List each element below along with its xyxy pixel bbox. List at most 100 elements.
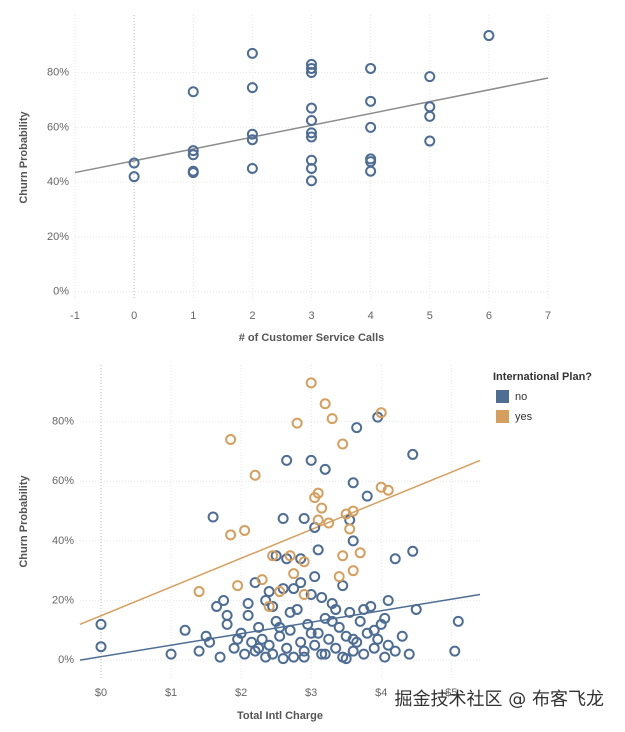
point: [256, 574, 268, 586]
point: [309, 571, 321, 583]
point: [306, 62, 317, 74]
x-tick-label: $0: [95, 687, 107, 699]
point: [424, 101, 436, 113]
x-tick-label: -1: [70, 310, 80, 322]
point: [306, 162, 317, 174]
legend-label[interactable]: no: [515, 391, 527, 403]
point: [274, 630, 286, 642]
point: [319, 648, 331, 660]
point: [337, 438, 349, 450]
point: [249, 469, 261, 481]
point: [246, 82, 258, 94]
x-tick-label: 4: [368, 310, 374, 322]
point: [347, 535, 359, 547]
point: [128, 171, 140, 183]
point: [274, 586, 286, 598]
point: [128, 157, 140, 169]
y-tick-label: 40%: [52, 535, 74, 547]
y-tick-label: 20%: [47, 231, 69, 243]
point: [284, 606, 296, 618]
point: [214, 651, 226, 663]
legend-label[interactable]: yes: [515, 411, 533, 423]
point: [204, 636, 216, 648]
point: [267, 600, 279, 612]
point: [326, 615, 338, 627]
point: [424, 71, 436, 83]
point: [365, 121, 377, 133]
point: [284, 550, 296, 562]
point: [382, 639, 394, 651]
point: [263, 639, 275, 651]
point: [239, 648, 251, 660]
point: [361, 490, 373, 502]
point: [274, 621, 286, 633]
point: [358, 648, 370, 660]
point: [379, 651, 391, 663]
point: [298, 513, 310, 525]
x-tick-label: 5: [427, 310, 433, 322]
legend-title: International Plan?: [493, 371, 592, 383]
point: [281, 642, 293, 654]
point: [295, 636, 307, 648]
x-tick-label: $3: [305, 687, 317, 699]
point: [305, 454, 317, 466]
legend-swatch: [496, 410, 509, 423]
y-tick-label: 60%: [52, 475, 74, 487]
point: [242, 597, 254, 609]
point: [232, 580, 244, 592]
point: [347, 565, 359, 577]
y-axis-title: Churn Probability: [18, 474, 30, 567]
y-tick-label: 0%: [58, 654, 74, 666]
point: [347, 633, 359, 645]
point: [263, 586, 275, 598]
point: [95, 641, 107, 653]
point: [358, 603, 370, 615]
point: [337, 550, 349, 562]
point: [165, 648, 177, 660]
x-tick-label: $5: [445, 687, 457, 699]
point: [379, 612, 391, 624]
trend-line: [79, 459, 481, 626]
point: [407, 545, 419, 557]
x-axis-title: # of Customer Service Calls: [239, 332, 385, 344]
point: [298, 556, 310, 568]
point: [246, 47, 258, 59]
point: [281, 454, 293, 466]
x-tick-label: 1: [190, 310, 196, 322]
point: [410, 603, 422, 615]
point: [351, 422, 363, 434]
point: [396, 630, 408, 642]
point: [187, 86, 199, 98]
point: [193, 586, 205, 598]
point: [309, 639, 321, 651]
y-tick-label: 80%: [47, 66, 69, 78]
point: [298, 645, 310, 657]
x-tick-label: 6: [486, 310, 492, 322]
point: [291, 417, 303, 429]
point: [382, 594, 394, 606]
point: [312, 627, 324, 639]
point: [295, 577, 307, 589]
point: [375, 407, 387, 419]
point: [389, 553, 401, 565]
point: [323, 517, 335, 529]
point: [319, 463, 331, 475]
point: [333, 571, 345, 583]
point: [344, 523, 356, 535]
point: [187, 145, 199, 157]
point: [298, 651, 310, 663]
point: [449, 645, 461, 657]
point: [483, 30, 495, 42]
point: [253, 621, 265, 633]
point: [306, 102, 317, 114]
y-tick-label: 0%: [53, 286, 69, 298]
point: [246, 636, 258, 648]
point: [365, 165, 377, 177]
x-tick-label: $2: [235, 687, 247, 699]
point: [309, 492, 321, 504]
point: [382, 484, 394, 496]
point: [316, 648, 328, 660]
point: [407, 448, 419, 460]
point: [270, 550, 282, 562]
